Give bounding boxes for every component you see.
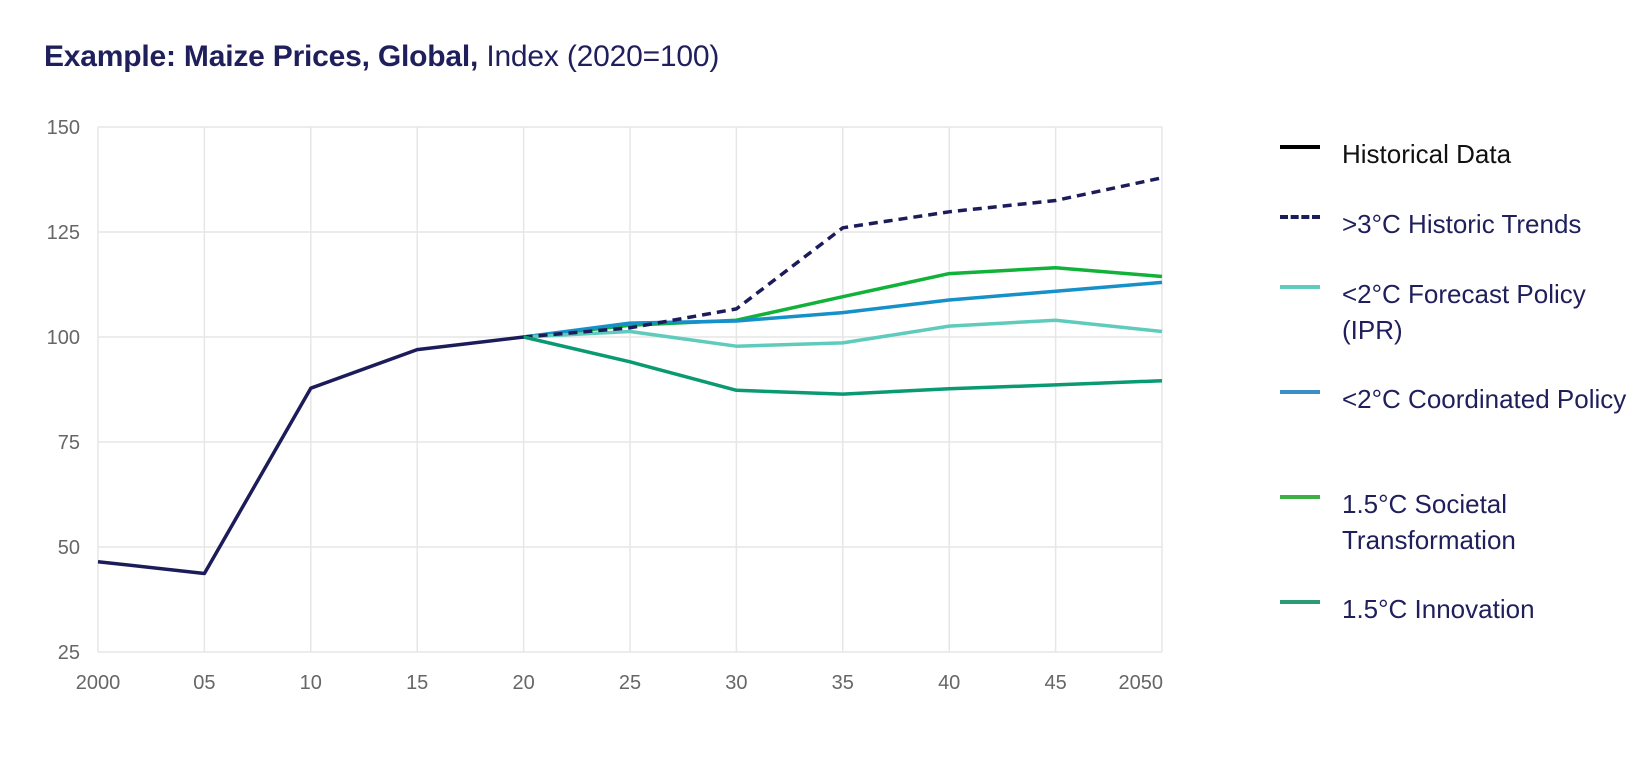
legend-label: 1.5°C Innovation	[1342, 594, 1535, 624]
line-chart: 25 50 75 100 125 150 2000 05 10 15 20 25 30 35 40 45 205…	[47, 117, 1164, 694]
legend-label: 1.5°C Societal Transformation	[1342, 489, 1516, 555]
x-tick-label: 2050	[1119, 672, 1164, 694]
legend-label: Historical Data	[1342, 139, 1512, 169]
series-line-2	[523, 318, 1163, 348]
series-line-5	[523, 335, 1163, 396]
series-line-3	[523, 280, 1163, 339]
legend-swatch	[1280, 390, 1320, 394]
y-tick-label: 75	[58, 432, 80, 454]
legend-label: <2°C Coordinated Policy	[1342, 384, 1627, 414]
x-tick-label: 05	[193, 672, 215, 694]
y-tick-label: 50	[58, 537, 80, 559]
series-line-1	[523, 176, 1163, 339]
chart-title: Example: Maize Prices, Global, Index (20…	[44, 40, 719, 74]
legend-swatch	[1280, 215, 1320, 219]
legend-swatch	[1280, 285, 1320, 289]
chart-title-unit: Index (2020=100)	[486, 40, 720, 73]
y-tick-label: 125	[47, 222, 80, 244]
legend-label: <2°C Forecast Policy (IPR)	[1342, 279, 1586, 345]
legend-swatch	[1280, 600, 1320, 604]
x-tick-label: 10	[300, 672, 322, 694]
x-tick-label: 30	[725, 672, 747, 694]
x-tick-label: 15	[406, 672, 428, 694]
y-tick-label: 100	[47, 327, 80, 349]
legend-swatch	[1280, 495, 1320, 499]
x-tick-label: 35	[832, 672, 854, 694]
x-tick-label: 40	[938, 672, 960, 694]
chart-title-main: Example: Maize Prices, Global,	[44, 40, 479, 73]
legend-label: >3°C Historic Trends	[1342, 209, 1582, 239]
x-tick-label: 20	[512, 672, 534, 694]
x-tick-label: 45	[1044, 672, 1066, 694]
x-tick-label: 2000	[76, 672, 121, 694]
series-line-4	[523, 265, 1163, 339]
y-tick-label: 25	[58, 642, 80, 664]
y-tick-label: 150	[47, 117, 80, 139]
x-tick-label: 25	[619, 672, 641, 694]
series-line-0	[97, 335, 524, 576]
legend-swatch	[1280, 145, 1320, 149]
